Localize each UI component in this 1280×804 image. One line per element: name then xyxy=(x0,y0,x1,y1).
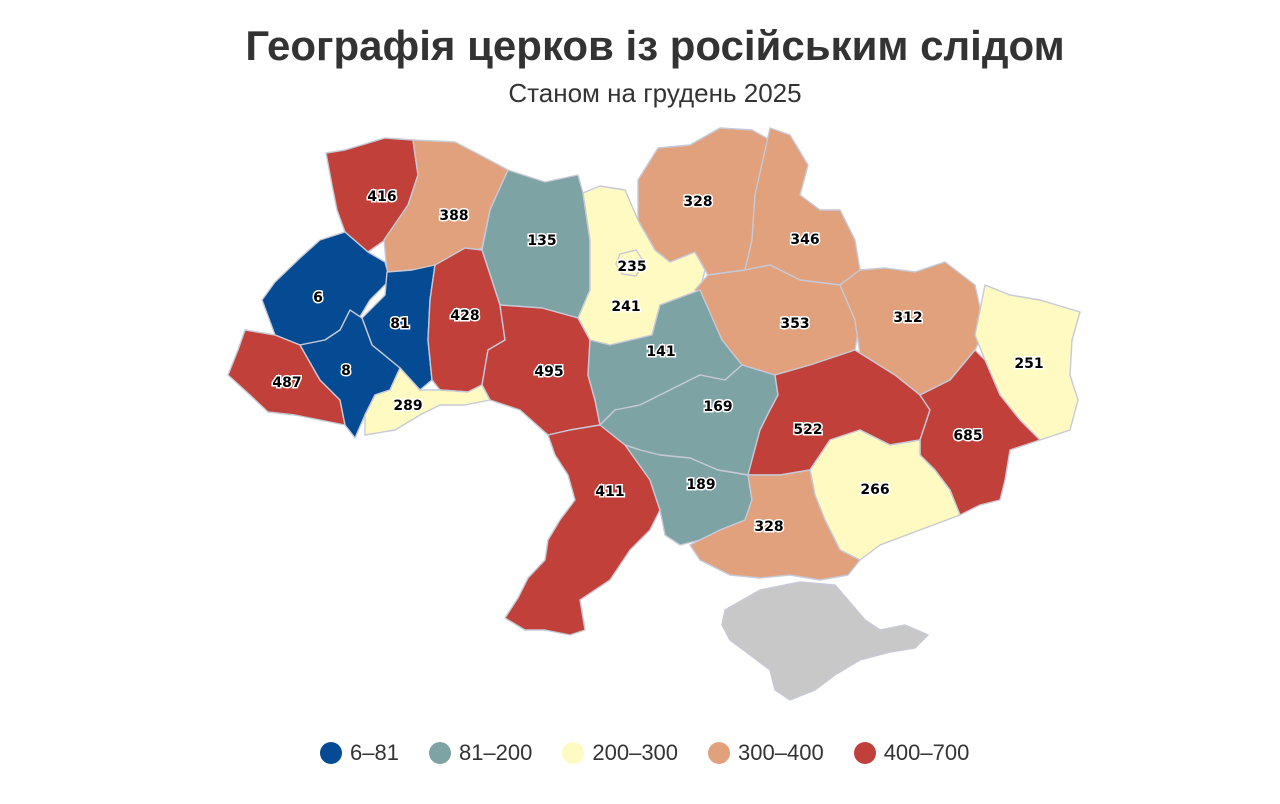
label-zakarpattia: 487 xyxy=(272,375,301,391)
legend-label: 300–400 xyxy=(738,740,824,765)
legend-label: 81–200 xyxy=(458,740,533,765)
region-kherson xyxy=(689,469,861,581)
legend-label: 400–700 xyxy=(883,740,970,765)
label-dnipropetrovsk: 522 xyxy=(793,422,822,438)
label-ivano-frankivsk: 8 xyxy=(341,363,351,379)
label-luhansk: 251 xyxy=(1014,356,1043,372)
label-lviv: 6 xyxy=(313,290,323,306)
legend-swatch xyxy=(708,742,731,764)
legend-item: 200–300 xyxy=(562,740,678,766)
map-title: Географія церков із російським слідом xyxy=(245,22,1065,69)
map-subtitle: Станом на грудень 2025 xyxy=(508,78,802,108)
legend-item: 81–200 xyxy=(428,740,533,766)
region-kyiv-city xyxy=(615,249,645,277)
label-odesa: 411 xyxy=(595,484,624,500)
legend-swatch xyxy=(320,742,342,764)
label-zaporizhzhia: 266 xyxy=(860,482,889,498)
legend-swatch xyxy=(428,742,451,764)
label-rivne: 388 xyxy=(439,208,468,224)
label-donetsk: 685 xyxy=(953,428,982,444)
label-kyiv-oblast: 235 xyxy=(617,259,646,275)
region-crimea xyxy=(721,581,930,701)
label-cherkasy: 141 xyxy=(646,344,675,360)
legend-label: 200–300 xyxy=(592,740,679,765)
label-khmelnytskyi: 428 xyxy=(450,308,479,324)
label-sumy: 346 xyxy=(790,232,819,248)
label-zhytomyr: 135 xyxy=(527,233,556,249)
label-poltava: 353 xyxy=(780,316,809,332)
label-volyn: 416 xyxy=(367,189,396,205)
label-kharkiv: 312 xyxy=(893,310,922,326)
legend-item: 6–81 xyxy=(320,740,399,766)
label-kirovohrad: 169 xyxy=(703,399,732,415)
legend-item: 400–700 xyxy=(853,740,970,766)
region-chernivtsi xyxy=(364,367,491,436)
label-vinnytsia: 495 xyxy=(534,364,563,380)
label-chernivtsi: 289 xyxy=(393,398,422,414)
legend-label: 6–81 xyxy=(350,740,399,765)
label-ternopil: 81 xyxy=(390,316,409,332)
legend-swatch xyxy=(562,742,585,764)
label-mykolaiv: 189 xyxy=(686,477,715,493)
region-ternopil xyxy=(361,264,436,391)
label-kherson: 328 xyxy=(754,519,783,535)
legend-item: 300–400 xyxy=(708,740,824,766)
map-legend: 6–81 81–200 200–300 300–400 400–700 xyxy=(320,740,969,766)
label-kyiv-city: 241 xyxy=(611,299,640,315)
legend-swatch xyxy=(853,742,876,764)
label-chernihiv: 328 xyxy=(683,194,712,210)
